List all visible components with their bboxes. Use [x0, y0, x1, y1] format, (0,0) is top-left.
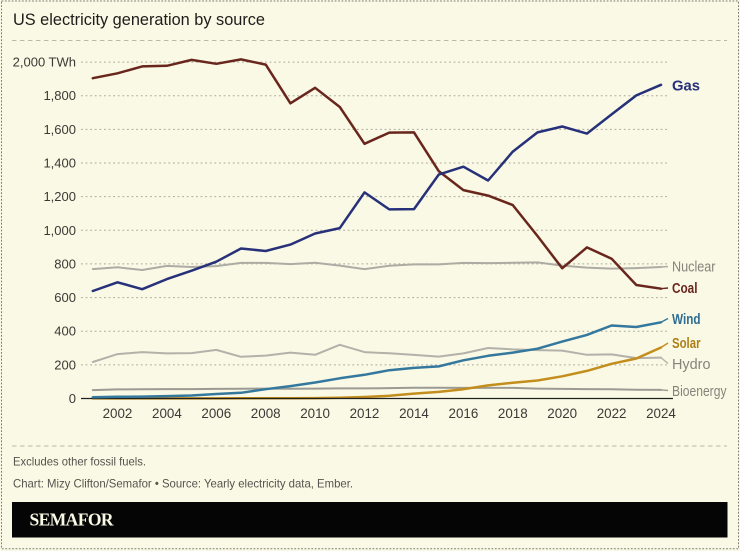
- svg-text:400: 400: [54, 324, 76, 339]
- svg-text:2,000 TWh: 2,000 TWh: [13, 55, 76, 70]
- svg-text:200: 200: [54, 357, 76, 372]
- svg-text:0: 0: [69, 391, 76, 406]
- svg-text:Excludes other fossil fuels.: Excludes other fossil fuels.: [13, 455, 146, 469]
- svg-text:1,200: 1,200: [43, 189, 76, 204]
- svg-text:Coal: Coal: [672, 281, 698, 297]
- svg-text:Hydro: Hydro: [672, 357, 711, 373]
- svg-text:2024: 2024: [646, 406, 676, 421]
- svg-text:SEMAFOR: SEMAFOR: [30, 510, 116, 530]
- svg-text:2012: 2012: [350, 406, 380, 421]
- svg-text:2014: 2014: [399, 406, 429, 421]
- svg-text:2010: 2010: [300, 406, 330, 421]
- svg-text:Chart: Mizy Clifton/Semafor •: Chart: Mizy Clifton/Semafor • Source: Ye…: [13, 477, 353, 491]
- svg-text:1,000: 1,000: [43, 223, 76, 238]
- svg-text:1,600: 1,600: [43, 122, 76, 137]
- svg-text:2018: 2018: [498, 406, 528, 421]
- svg-text:1,400: 1,400: [43, 156, 76, 171]
- svg-text:2022: 2022: [597, 406, 627, 421]
- svg-text:Solar: Solar: [672, 336, 701, 352]
- svg-text:2004: 2004: [152, 406, 182, 421]
- svg-text:1,800: 1,800: [43, 88, 76, 103]
- svg-text:2016: 2016: [449, 406, 479, 421]
- svg-text:2006: 2006: [201, 406, 231, 421]
- svg-text:800: 800: [54, 256, 76, 271]
- svg-text:Wind: Wind: [672, 312, 701, 328]
- svg-text:2008: 2008: [251, 406, 281, 421]
- svg-text:Bioenergy: Bioenergy: [672, 384, 727, 400]
- svg-text:2002: 2002: [103, 406, 133, 421]
- svg-text:2020: 2020: [547, 406, 577, 421]
- svg-text:Gas: Gas: [672, 79, 700, 95]
- svg-text:Nuclear: Nuclear: [672, 260, 716, 276]
- svg-text:US electricity generation by s: US electricity generation by source: [13, 10, 265, 29]
- svg-text:600: 600: [54, 290, 76, 305]
